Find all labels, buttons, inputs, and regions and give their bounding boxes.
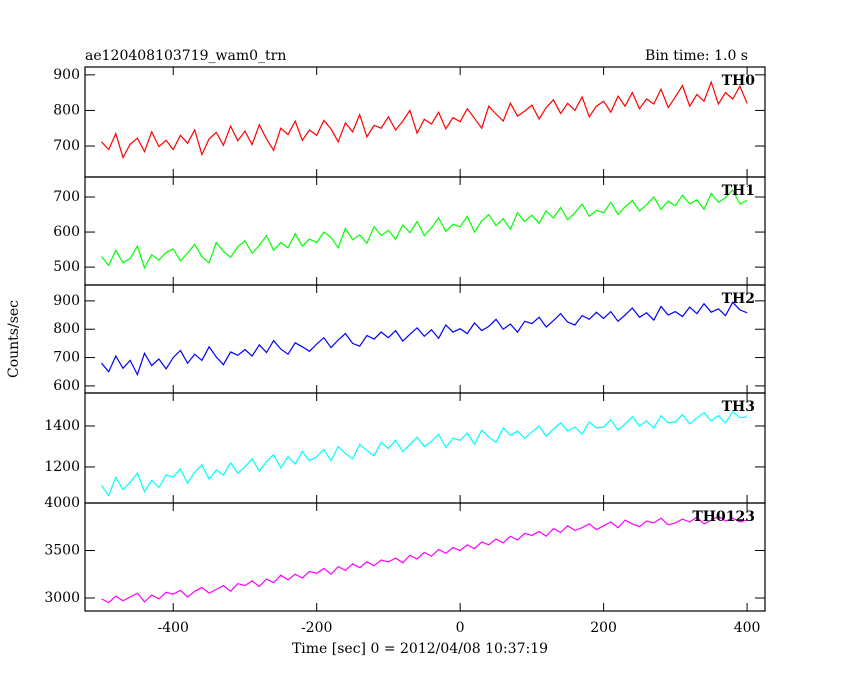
x-tick-label: 0 (456, 620, 465, 636)
panel-frame (84, 392, 766, 504)
x-tick-label: -200 (301, 620, 332, 636)
y-tick-label: 900 (53, 293, 80, 309)
light-curve (101, 80, 748, 159)
x-axis-label: Time [sec] 0 = 2012/04/08 10:37:19 (292, 641, 548, 657)
y-tick-label: 600 (53, 378, 80, 394)
light-curve (101, 515, 748, 604)
y-tick-label: 500 (53, 259, 80, 275)
panel-frame (84, 66, 766, 178)
y-tick-label: 700 (53, 138, 80, 154)
y-tick-label: 1200 (44, 459, 80, 475)
x-tick-label: 400 (734, 620, 761, 636)
bin-time: Bin time: 1.0 s (645, 48, 748, 64)
y-axis-label: Counts/sec (6, 300, 22, 378)
y-tick-label: 3500 (44, 542, 80, 558)
y-tick-label: 900 (53, 67, 80, 83)
y-tick-label: 700 (53, 189, 80, 205)
light-curve (101, 410, 748, 497)
chart-title: ae120408103719_wam0_trn (85, 48, 286, 64)
y-tick-label: 600 (53, 224, 80, 240)
panel-label: TH2 (722, 291, 755, 307)
x-tick-label: 200 (590, 620, 617, 636)
panel-label: TH0 (722, 73, 756, 89)
light-curve (101, 188, 748, 270)
panel-frame (84, 502, 766, 612)
y-tick-label: 4000 (44, 495, 80, 511)
y-tick-label: 800 (53, 321, 80, 337)
x-tick-label: -400 (158, 620, 189, 636)
y-tick-label: 3000 (44, 590, 80, 606)
panel-frame (84, 284, 766, 394)
panel-frame (84, 176, 766, 286)
y-tick-label: 700 (53, 350, 80, 366)
light-curve (101, 301, 748, 377)
y-tick-label: 1400 (44, 418, 80, 434)
y-tick-label: 800 (53, 102, 80, 118)
panel-label: TH1 (722, 183, 755, 199)
panel-label: TH3 (722, 399, 755, 415)
panel-label: TH0123 (692, 509, 755, 525)
